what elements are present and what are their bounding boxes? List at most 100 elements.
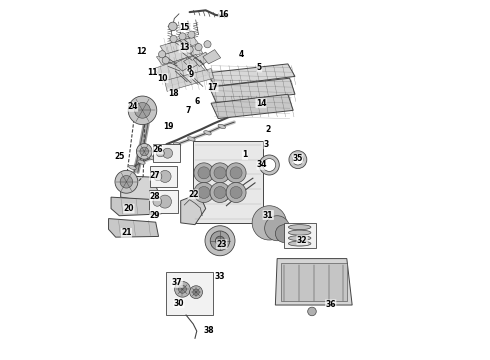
Circle shape <box>188 31 195 38</box>
FancyBboxPatch shape <box>149 190 178 213</box>
Text: 24: 24 <box>127 102 138 111</box>
Circle shape <box>115 170 138 193</box>
Circle shape <box>162 57 169 64</box>
Circle shape <box>136 144 152 159</box>
Circle shape <box>263 158 276 171</box>
Text: 35: 35 <box>293 154 303 163</box>
FancyBboxPatch shape <box>153 144 180 162</box>
Ellipse shape <box>129 165 136 170</box>
Circle shape <box>135 103 150 118</box>
Text: 15: 15 <box>179 23 190 32</box>
Polygon shape <box>184 54 202 68</box>
Circle shape <box>216 236 224 245</box>
Circle shape <box>190 286 202 298</box>
Text: 34: 34 <box>257 161 268 170</box>
Polygon shape <box>211 94 293 118</box>
Ellipse shape <box>148 156 156 160</box>
Text: 25: 25 <box>114 152 124 161</box>
FancyBboxPatch shape <box>167 272 213 315</box>
Ellipse shape <box>289 225 311 230</box>
Circle shape <box>194 163 214 183</box>
Circle shape <box>210 231 230 251</box>
Polygon shape <box>121 176 159 202</box>
Text: 9: 9 <box>189 70 194 79</box>
Circle shape <box>174 282 190 297</box>
Text: 30: 30 <box>173 299 184 308</box>
Polygon shape <box>207 64 295 86</box>
Polygon shape <box>203 50 220 64</box>
Circle shape <box>163 148 172 158</box>
Circle shape <box>193 289 199 296</box>
FancyBboxPatch shape <box>150 166 177 187</box>
Text: 17: 17 <box>208 83 218 92</box>
Polygon shape <box>165 68 214 91</box>
Polygon shape <box>154 56 209 86</box>
Circle shape <box>128 96 157 125</box>
Circle shape <box>210 183 230 203</box>
Text: 37: 37 <box>172 278 182 287</box>
Text: 23: 23 <box>217 240 227 249</box>
Circle shape <box>178 285 186 293</box>
Text: 20: 20 <box>123 204 134 213</box>
Text: 8: 8 <box>187 65 192 74</box>
Text: 16: 16 <box>219 10 229 19</box>
Text: 3: 3 <box>264 140 269 149</box>
Circle shape <box>194 183 214 203</box>
Circle shape <box>210 163 230 183</box>
Circle shape <box>252 206 287 240</box>
Text: 31: 31 <box>263 211 273 220</box>
Polygon shape <box>156 45 203 65</box>
Text: 32: 32 <box>297 235 307 244</box>
Polygon shape <box>193 52 211 66</box>
Ellipse shape <box>289 235 311 240</box>
Text: 12: 12 <box>136 47 147 56</box>
Text: 21: 21 <box>121 228 132 237</box>
Ellipse shape <box>153 197 162 206</box>
Ellipse shape <box>156 150 164 157</box>
Circle shape <box>259 155 279 175</box>
Circle shape <box>159 170 171 183</box>
Text: 38: 38 <box>204 325 215 334</box>
Polygon shape <box>109 219 159 237</box>
FancyBboxPatch shape <box>281 263 347 301</box>
Circle shape <box>120 175 133 188</box>
Circle shape <box>169 22 177 31</box>
Text: 27: 27 <box>149 171 160 180</box>
Text: 5: 5 <box>257 63 262 72</box>
Circle shape <box>159 51 166 58</box>
Text: 36: 36 <box>325 300 336 309</box>
Circle shape <box>265 216 290 241</box>
Text: 13: 13 <box>179 43 190 52</box>
Circle shape <box>230 186 242 198</box>
Circle shape <box>186 46 193 53</box>
Text: 10: 10 <box>158 74 168 83</box>
Polygon shape <box>111 197 161 216</box>
Ellipse shape <box>218 124 225 129</box>
Circle shape <box>204 41 211 48</box>
Circle shape <box>289 151 307 168</box>
Ellipse shape <box>173 142 181 147</box>
Ellipse shape <box>204 131 211 135</box>
Polygon shape <box>181 194 206 225</box>
Ellipse shape <box>289 230 311 235</box>
Text: 33: 33 <box>215 272 225 281</box>
FancyBboxPatch shape <box>193 141 263 223</box>
Text: 18: 18 <box>168 89 179 98</box>
FancyBboxPatch shape <box>284 223 316 248</box>
Ellipse shape <box>154 172 162 181</box>
Polygon shape <box>275 258 352 305</box>
Text: 7: 7 <box>185 106 191 115</box>
Polygon shape <box>209 78 295 103</box>
Text: 29: 29 <box>150 211 160 220</box>
Circle shape <box>179 33 186 40</box>
Circle shape <box>198 186 210 198</box>
Circle shape <box>198 167 210 179</box>
Circle shape <box>158 195 172 208</box>
Circle shape <box>214 186 226 198</box>
Text: 26: 26 <box>152 145 163 154</box>
Text: 11: 11 <box>147 68 157 77</box>
Circle shape <box>214 167 226 179</box>
Circle shape <box>140 147 148 156</box>
Circle shape <box>170 35 177 42</box>
Polygon shape <box>173 58 192 71</box>
